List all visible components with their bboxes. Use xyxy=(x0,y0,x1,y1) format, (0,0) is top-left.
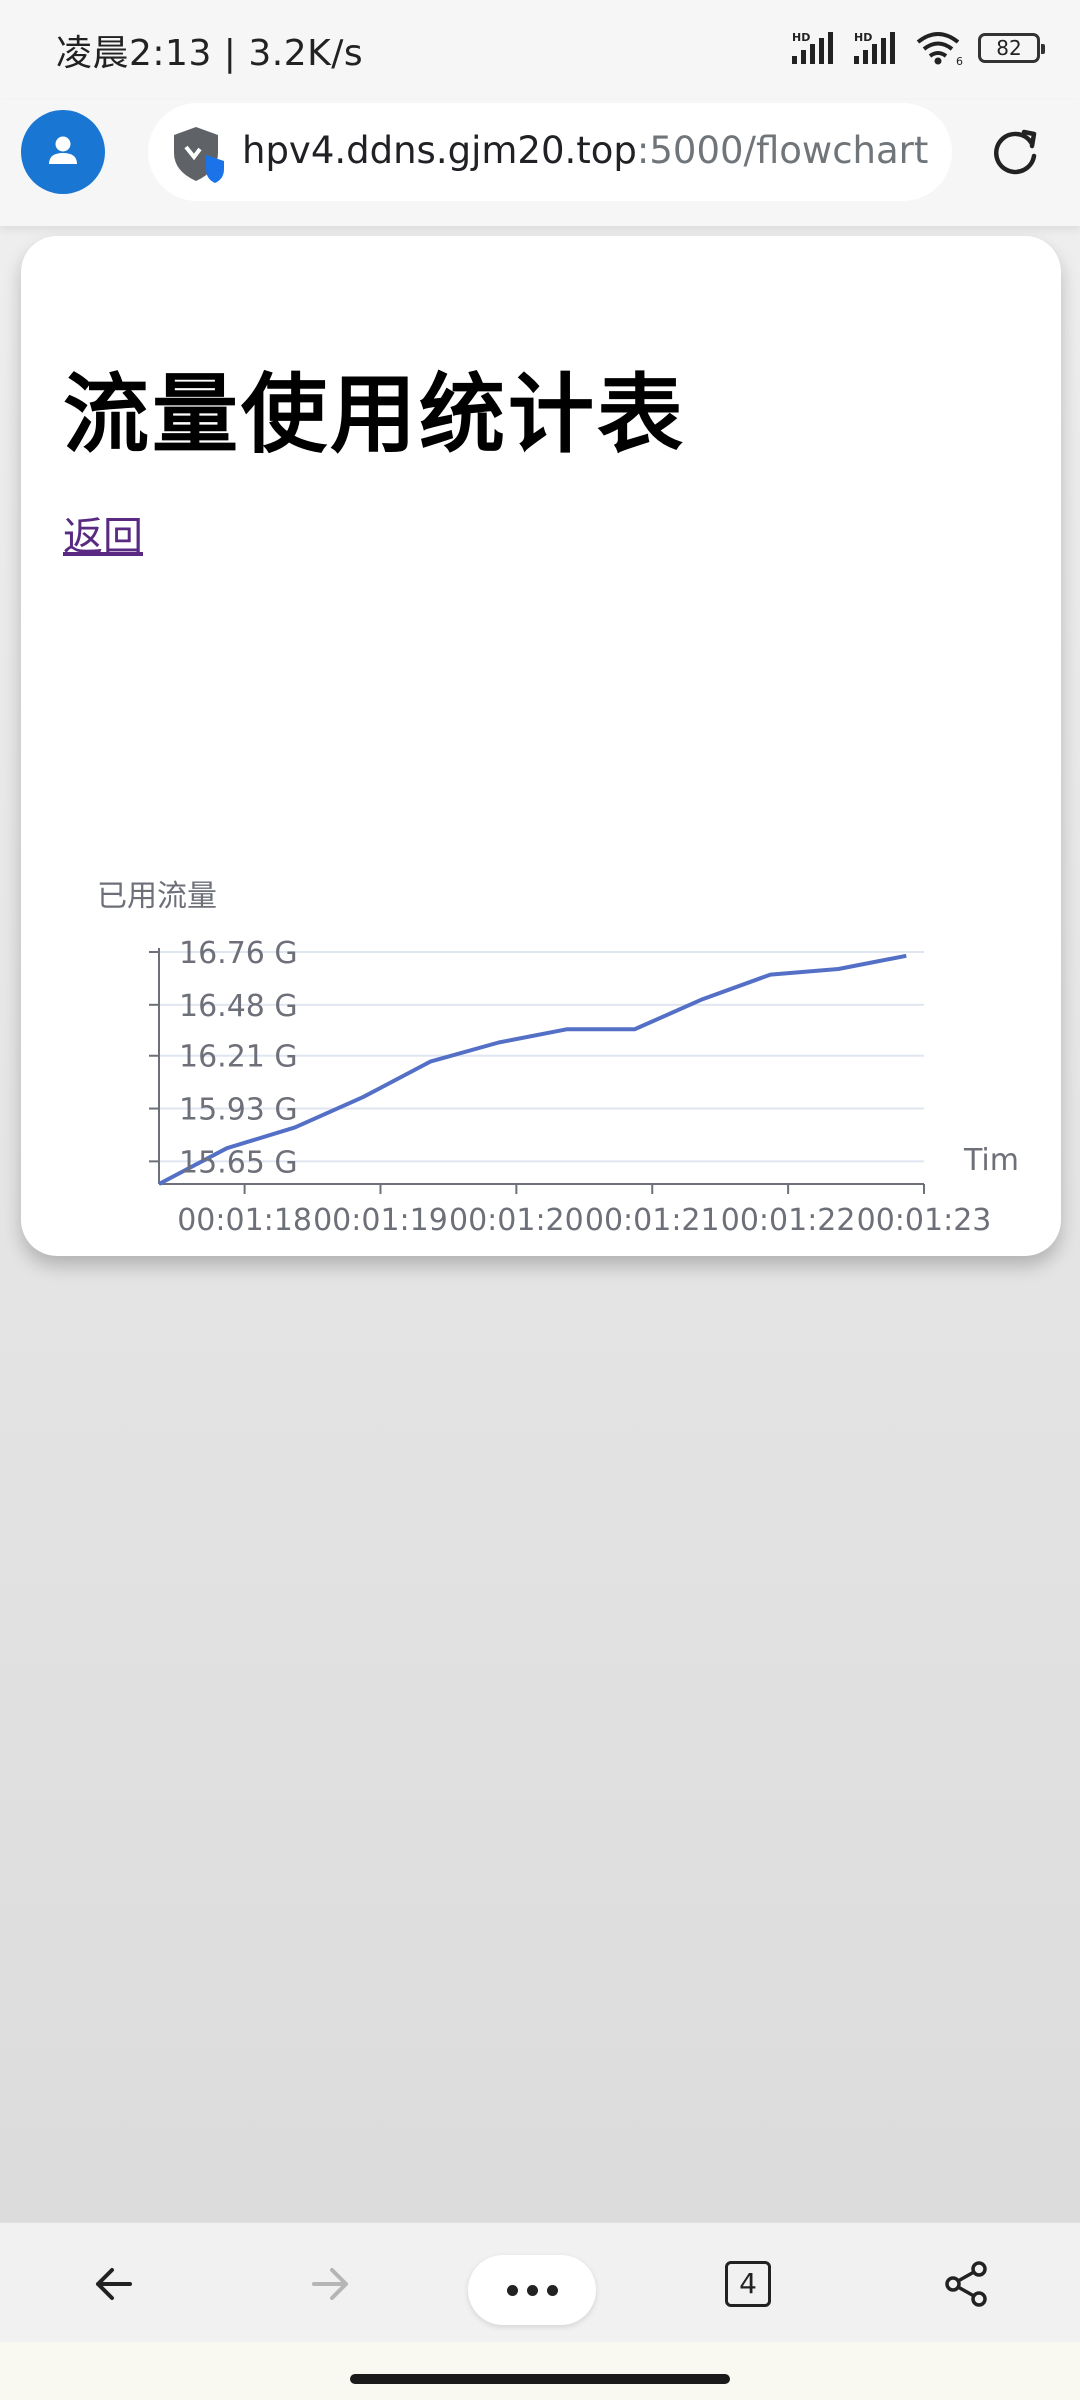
x-axis-title: Tim xyxy=(963,1143,1019,1178)
y-axis-title: 已用流量 xyxy=(97,879,217,914)
y-tick-label: 16.21 G xyxy=(179,1040,298,1075)
browser-bottom-bar: 4 xyxy=(0,2222,1080,2342)
user-icon xyxy=(49,136,77,164)
x-tick-label: 00:01:23 xyxy=(857,1203,992,1238)
reload-icon xyxy=(994,129,1037,175)
gesture-area xyxy=(0,2342,1080,2400)
x-tick-label: 00:01:21 xyxy=(585,1203,720,1238)
signal-hd-label-2: HD xyxy=(854,31,872,44)
x-tick-label: 00:01:18 xyxy=(177,1203,312,1238)
y-tick-label: 15.65 G xyxy=(179,1145,298,1180)
chart-axes xyxy=(158,948,924,1185)
y-tick-label: 15.93 G xyxy=(179,1093,298,1128)
y-tick-label: 16.48 G xyxy=(179,989,298,1024)
more-dots-icon xyxy=(506,2284,518,2296)
forward-button[interactable] xyxy=(290,2249,370,2319)
back-button[interactable] xyxy=(74,2249,154,2319)
status-bar: 凌晨2:13 | 3.2K/s HD HD 6 82 xyxy=(0,0,1080,100)
tab-count: 4 xyxy=(725,2261,771,2307)
y-tick-label: 16.76 G xyxy=(179,936,298,971)
security-shield-icon[interactable] xyxy=(170,125,226,183)
series-line xyxy=(158,953,907,1186)
chart-labels: 16.76 G 16.48 G 16.21 G 15.93 G 15.65 G 00:01… xyxy=(177,936,991,1238)
share-button[interactable] xyxy=(926,2249,1006,2319)
page-title: 流量使用统计表 xyxy=(63,365,686,465)
wifi-icon: 6 xyxy=(916,32,963,66)
cell-signal-icon-2: HD xyxy=(854,31,895,64)
signal-hd-label: HD xyxy=(792,31,810,44)
url-text[interactable]: hpv4.ddns.gjm20.top:5000/flowchart xyxy=(242,129,928,172)
battery-icon: 82 xyxy=(978,33,1045,63)
status-time: 凌晨2:13 xyxy=(56,33,212,74)
status-left: 凌晨2:13 | 3.2K/s xyxy=(56,24,363,76)
x-tick-label: 00:01:19 xyxy=(313,1203,448,1238)
x-tick-label: 00:01:22 xyxy=(721,1203,856,1238)
url-host: hpv4.ddns.gjm20.top xyxy=(242,129,637,172)
home-indicator[interactable] xyxy=(350,2374,730,2384)
x-tick-label: 00:01:20 xyxy=(449,1203,584,1238)
chart-ticks xyxy=(149,951,925,1194)
url-path: :5000/flowchart xyxy=(636,129,929,172)
reload-button[interactable] xyxy=(986,122,1046,182)
status-separator: | xyxy=(223,33,237,74)
status-icons: HD HD 6 82 xyxy=(792,26,1045,70)
chart-grid xyxy=(159,951,924,1163)
battery-level: 82 xyxy=(996,36,1022,60)
wifi-generation-label: 6 xyxy=(956,55,963,66)
profile-button[interactable] xyxy=(21,110,105,194)
menu-button[interactable] xyxy=(468,2255,596,2325)
cell-signal-icon: HD xyxy=(792,31,833,64)
address-bar[interactable]: hpv4.ddns.gjm20.top:5000/flowchart xyxy=(148,103,952,201)
browser-toolbar: hpv4.ddns.gjm20.top:5000/flowchart xyxy=(0,100,1080,226)
arrow-left-icon xyxy=(96,2268,132,2300)
tabs-button[interactable]: 4 xyxy=(708,2249,788,2319)
network-speed: 3.2K/s xyxy=(248,33,364,74)
traffic-line-chart[interactable]: 16.76 G 16.48 G 16.21 G 15.93 G 15.65 G 00:01… xyxy=(21,616,1061,1256)
back-link[interactable]: 返回 xyxy=(63,514,143,560)
share-icon xyxy=(945,2261,987,2307)
arrow-right-icon xyxy=(312,2268,348,2300)
